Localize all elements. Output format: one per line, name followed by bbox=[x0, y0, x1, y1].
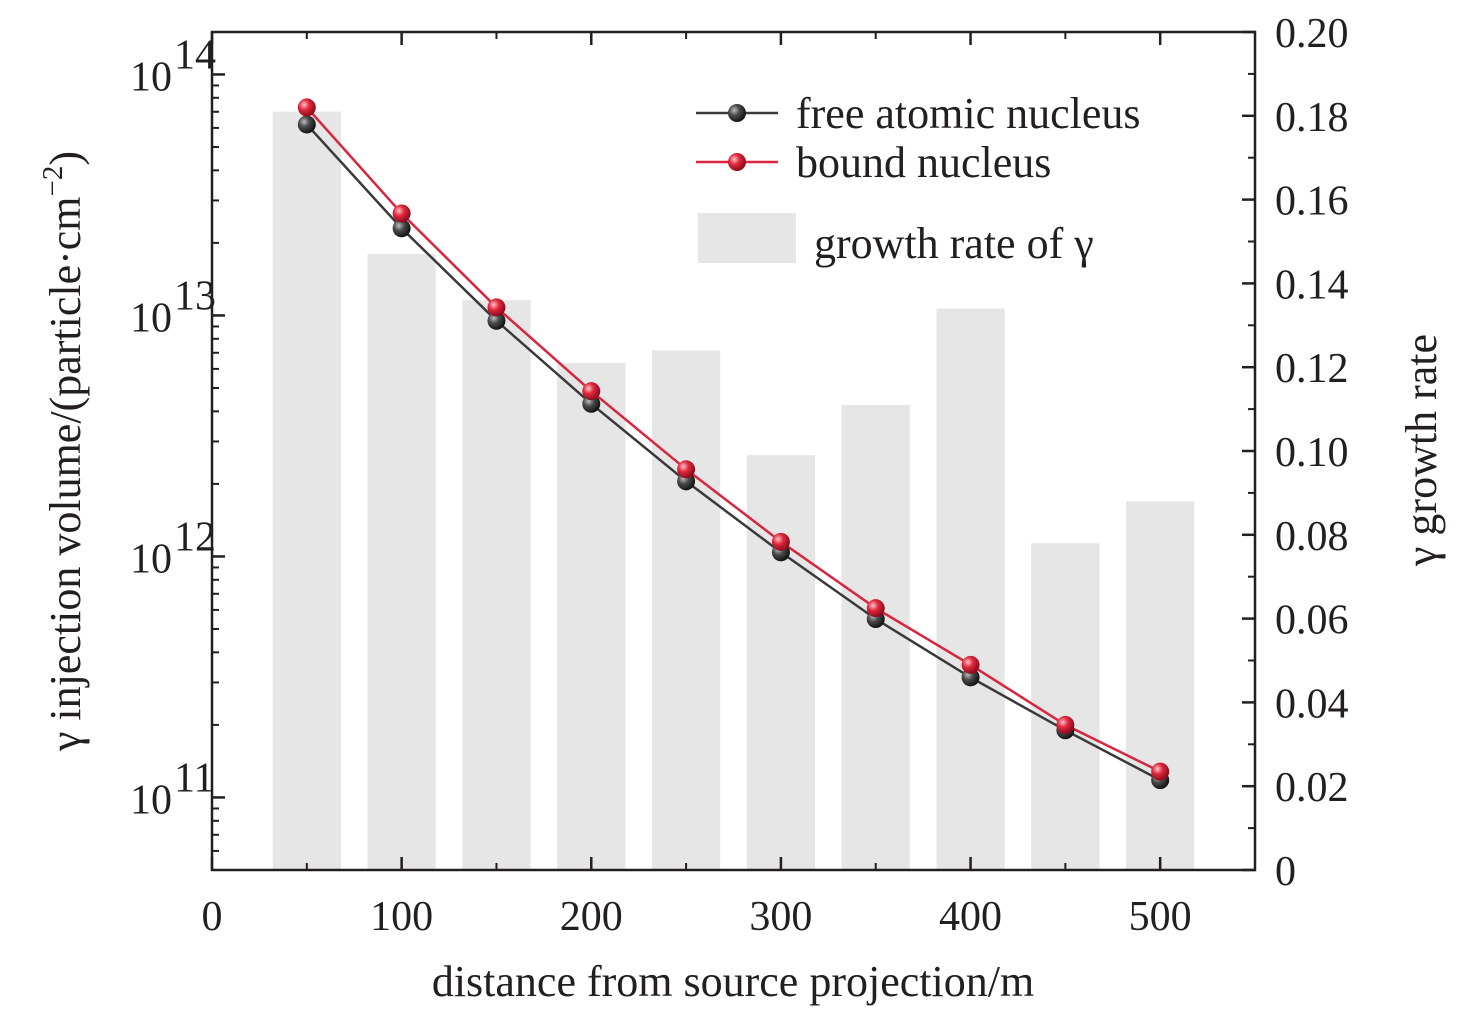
right-y-tick-label: 0.04 bbox=[1275, 681, 1349, 727]
free-atomic-nucleus-line bbox=[305, 123, 1161, 782]
right-y-tick-label: 0 bbox=[1275, 849, 1296, 895]
bound-nucleus-point bbox=[961, 655, 980, 674]
right-y-tick-label: 0.06 bbox=[1275, 598, 1349, 644]
bound-nucleus-point bbox=[487, 298, 506, 317]
x-tick-label: 300 bbox=[749, 894, 812, 940]
free-atomic-nucleus-point bbox=[961, 668, 980, 687]
legend-free-marker bbox=[728, 104, 746, 122]
growth-rate-bar bbox=[936, 308, 1005, 870]
growth-rate-bar bbox=[651, 350, 721, 870]
series-markers bbox=[297, 98, 1170, 790]
bound-nucleus-point bbox=[582, 382, 601, 401]
growth-rate-bar bbox=[1126, 501, 1195, 870]
left-y-tick-exponent: 12 bbox=[174, 514, 216, 560]
right-y-tick-label: 0.02 bbox=[1275, 765, 1349, 811]
right-y-tick-label: 0.16 bbox=[1275, 179, 1349, 225]
right-y-tick-label: 0.12 bbox=[1275, 346, 1349, 392]
bound-nucleus-point bbox=[677, 460, 696, 479]
left-y-tick-label: 10 bbox=[130, 536, 172, 582]
left-y-tick-exponent: 11 bbox=[174, 755, 214, 801]
growth-rate-bar bbox=[367, 254, 436, 870]
right-y-tick-label: 0.14 bbox=[1275, 262, 1349, 308]
bound-nucleus-point bbox=[866, 599, 885, 618]
bound-nucleus-point bbox=[392, 204, 411, 223]
left-y-tick-label: 10 bbox=[130, 295, 172, 341]
growth-rate-bar bbox=[557, 363, 626, 870]
x-tick-label: 200 bbox=[560, 894, 623, 940]
right-y-tick-label: 0.08 bbox=[1275, 514, 1349, 560]
right-y-axis-ticks: 0 0.02 0.04 0.06 0.08 0.10 0.12 0.14 0.16 0.18 0.2… bbox=[1242, 11, 1349, 895]
left-y-tick-label: 10 bbox=[130, 54, 172, 100]
left-y-tick-exponent: 14 bbox=[174, 32, 216, 78]
x-tick-label: 0 bbox=[202, 894, 223, 940]
left-y-tick-exponent: 13 bbox=[174, 273, 216, 319]
free-atomic-nucleus-point bbox=[392, 219, 411, 238]
free-atomic-nucleus-point bbox=[582, 394, 601, 413]
growth-rate-bars bbox=[272, 111, 1195, 871]
growth-rate-bar bbox=[841, 404, 910, 870]
growth-rate-bar bbox=[462, 300, 531, 870]
bound-nucleus-point bbox=[297, 98, 316, 117]
free-atomic-nucleus-point bbox=[487, 311, 506, 330]
legend-bound-marker bbox=[728, 153, 746, 171]
legend-growth-swatch bbox=[698, 213, 796, 263]
free-atomic-nucleus-point bbox=[297, 115, 316, 134]
right-y-tick-label: 0.18 bbox=[1275, 95, 1349, 141]
x-axis-ticks: 0 100 200 300 400 500 bbox=[202, 32, 1192, 940]
legend-bound-label: bound nucleus bbox=[796, 138, 1051, 187]
legend: free atomic nucleus bound nucleus growth… bbox=[696, 89, 1141, 268]
left-y-axis-title-exponent: −2 bbox=[37, 166, 69, 197]
growth-rate-bar bbox=[746, 455, 816, 870]
right-y-axis-title: γ growth rate bbox=[1397, 334, 1446, 567]
x-axis-title: distance from source projection/m bbox=[432, 957, 1034, 1006]
bound-nucleus-point bbox=[1151, 762, 1170, 781]
left-y-axis-title: γ injection volume/(particle·cm−2) bbox=[37, 151, 90, 752]
growth-rate-bar bbox=[272, 111, 341, 871]
growth-rate-bar bbox=[1031, 543, 1100, 870]
x-tick-label: 500 bbox=[1129, 894, 1192, 940]
right-y-tick-label: 0.10 bbox=[1275, 430, 1349, 476]
bound-nucleus-point bbox=[771, 532, 790, 551]
right-y-tick-label: 0.20 bbox=[1275, 11, 1349, 57]
x-tick-label: 100 bbox=[370, 894, 433, 940]
left-y-axis-title-end: ) bbox=[41, 151, 90, 166]
bound-nucleus-point bbox=[1056, 715, 1075, 734]
bound-nucleus-line bbox=[305, 106, 1161, 773]
x-tick-label: 400 bbox=[939, 894, 1002, 940]
series-lines bbox=[305, 106, 1161, 782]
legend-free-label: free atomic nucleus bbox=[796, 89, 1141, 138]
legend-growth-label: growth rate of γ bbox=[814, 219, 1094, 268]
left-y-tick-label: 10 bbox=[130, 777, 172, 823]
